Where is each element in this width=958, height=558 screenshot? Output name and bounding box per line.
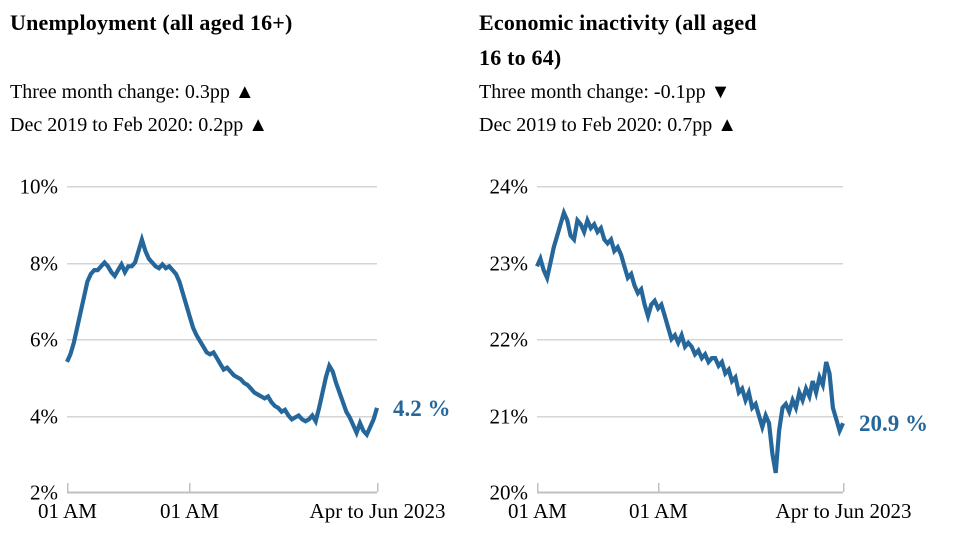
x-tick-label: Apr to Jun 2023: [310, 499, 446, 523]
y-tick-label: 22%: [490, 328, 529, 352]
x-tick-label: Apr to Jun 2023: [776, 499, 912, 523]
inactivity-subtitles: Three month change: -0.1pp ▼ Dec 2019 to…: [479, 76, 737, 142]
inactivity-chart-title: Economic inactivity (all aged 16 to 64): [479, 5, 839, 75]
current-value-label: 20.9 %: [859, 411, 928, 436]
inactivity-title-line-2: 16 to 64): [479, 45, 562, 70]
unemployment-three-month-change: Three month change: 0.3pp ▲: [10, 81, 255, 103]
y-tick-label: 23%: [490, 252, 529, 276]
unemployment-chart-title: Unemployment (all aged 16+): [10, 5, 470, 40]
series-line: [535, 206, 845, 474]
y-tick-label: 24%: [490, 175, 529, 199]
y-tick-label: 6%: [30, 328, 58, 352]
inactivity-three-month-change: Three month change: -0.1pp ▼: [479, 81, 731, 103]
inactivity-title-line-1: Economic inactivity (all aged: [479, 10, 757, 35]
unemployment-title-line-1: Unemployment (all aged 16+): [10, 10, 293, 35]
y-tick-label: 2%: [30, 481, 58, 505]
y-tick-label: 21%: [490, 405, 529, 429]
y-tick-label: 20%: [490, 481, 529, 505]
unemployment-subtitles: Three month change: 0.3pp ▲ Dec 2019 to …: [10, 76, 268, 142]
y-tick-label: 8%: [30, 252, 58, 276]
x-tick-label: 01 AM: [629, 499, 688, 523]
unemployment-prepandemic-change: Dec 2019 to Feb 2020: 0.2pp ▲: [10, 114, 269, 136]
series-line: [65, 232, 380, 439]
y-tick-label: 10%: [20, 175, 59, 199]
x-tick-label: 01 AM: [38, 499, 97, 523]
current-value-label: 4.2 %: [393, 396, 451, 421]
x-tick-label: 01 AM: [160, 499, 219, 523]
x-tick-label: 01 AM: [508, 499, 567, 523]
inactivity-prepandemic-change: Dec 2019 to Feb 2020: 0.7pp ▲: [479, 114, 738, 136]
y-tick-label: 4%: [30, 405, 58, 429]
